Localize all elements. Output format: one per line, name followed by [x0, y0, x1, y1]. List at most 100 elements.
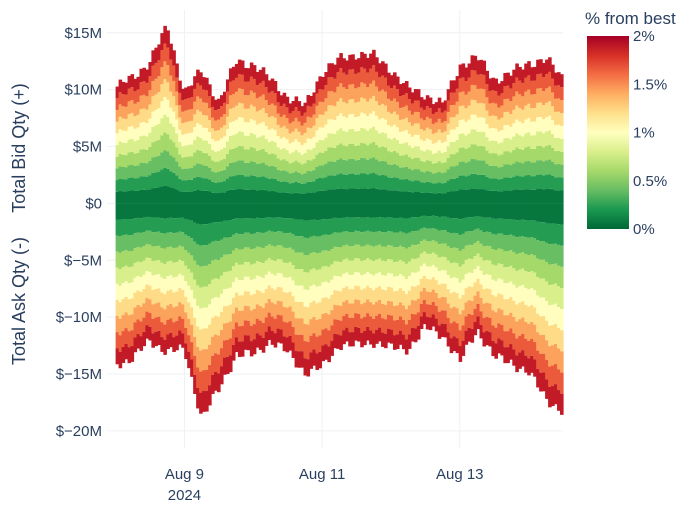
- bid-depth-band: [372, 141, 376, 158]
- bid-depth-band: [127, 75, 132, 89]
- bid-depth-band: [467, 77, 472, 92]
- bid-depth-band: [214, 130, 218, 142]
- bid-depth-band: [234, 119, 239, 134]
- bid-depth-band: [437, 161, 442, 172]
- ask-depth-band: [172, 262, 176, 278]
- ask-depth-band: [357, 272, 361, 287]
- bid-depth-band: [437, 108, 442, 119]
- ask-depth-band: [419, 241, 424, 254]
- bid-depth-band: [536, 88, 540, 103]
- ask-depth-band: [464, 231, 469, 246]
- bid-depth-band: [461, 147, 466, 162]
- ask-depth-band: [360, 332, 364, 348]
- ask-depth-band: [136, 319, 141, 335]
- ask-depth-band: [252, 339, 257, 355]
- depth-column: [401, 83, 406, 350]
- ask-depth-band: [410, 272, 415, 287]
- bid-depth-band: [252, 175, 257, 190]
- depth-column: [348, 54, 352, 347]
- bid-depth-band: [524, 175, 528, 190]
- ask-depth-band: [369, 288, 373, 303]
- bid-depth-band: [387, 124, 391, 139]
- bid-depth-band: [142, 162, 147, 177]
- ask-depth-band: [437, 325, 442, 339]
- bid-depth-band: [452, 92, 457, 105]
- bid-depth-band: [187, 179, 191, 192]
- bid-depth-band: [273, 166, 278, 179]
- ask-depth-band: [148, 244, 152, 259]
- ask-depth-band: [354, 313, 358, 327]
- ask-depth-band: [497, 323, 501, 339]
- bid-depth-band: [354, 88, 358, 103]
- ask-depth-band: [434, 292, 439, 306]
- ask-depth-band: [354, 326, 358, 341]
- ask-depth-band: [300, 285, 305, 302]
- ask-depth-band: [488, 217, 493, 233]
- bid-depth-band: [124, 143, 129, 156]
- bid-depth-band: [273, 154, 278, 167]
- ask-depth-band: [390, 301, 394, 316]
- depth-column: [392, 72, 397, 350]
- bid-depth-band: [291, 111, 296, 122]
- bid-depth-band: [288, 123, 293, 134]
- bid-depth-band: [255, 124, 260, 138]
- bid-depth-band: [476, 189, 481, 204]
- ask-depth-band: [130, 235, 135, 251]
- bid-depth-band: [419, 150, 424, 161]
- ask-depth-band: [494, 234, 498, 251]
- bid-depth-band: [124, 118, 129, 131]
- bid-depth-band: [136, 152, 141, 166]
- bid-depth-band: [479, 59, 484, 75]
- bid-depth-band: [318, 139, 323, 153]
- bid-depth-band: [443, 172, 448, 183]
- bid-depth-band: [300, 164, 305, 175]
- ask-depth-band: [267, 271, 272, 286]
- ask-depth-band: [222, 220, 227, 238]
- bid-depth-band: [169, 107, 173, 124]
- depth-column: [378, 63, 382, 342]
- bid-depth-band: [431, 153, 436, 164]
- bid-depth-band: [419, 118, 424, 130]
- ask-depth-band: [273, 304, 278, 319]
- ask-depth-band: [425, 316, 430, 330]
- ask-depth-band: [539, 316, 543, 336]
- bid-depth-band: [121, 142, 126, 155]
- bid-depth-band: [133, 128, 138, 142]
- colorbar: % from best 2%1.5%1%0.5%0%: [585, 9, 676, 238]
- bid-depth-band: [145, 163, 150, 177]
- ask-depth-band: [390, 329, 394, 344]
- y-tick-label: $0: [85, 195, 102, 212]
- bid-depth-band: [121, 154, 126, 167]
- depth-column: [413, 89, 418, 343]
- bid-depth-band: [231, 135, 236, 149]
- bid-depth-band: [372, 157, 376, 173]
- bid-depth-band: [533, 176, 537, 190]
- ask-depth-band: [446, 217, 451, 233]
- bid-depth-band: [255, 177, 260, 191]
- bid-depth-band: [437, 118, 442, 130]
- bid-depth-band: [464, 135, 469, 150]
- bid-depth-band: [521, 149, 525, 164]
- ask-depth-band: [139, 232, 144, 248]
- bid-depth-band: [536, 131, 540, 146]
- bid-depth-band: [545, 174, 549, 190]
- bid-depth-band: [234, 189, 239, 204]
- bid-depth-band: [527, 146, 531, 161]
- ask-depth-band: [381, 232, 385, 247]
- ask-depth-band: [437, 244, 442, 258]
- bid-depth-band: [351, 158, 355, 174]
- ask-depth-band: [279, 217, 284, 232]
- ask-depth-band: [404, 263, 409, 279]
- bid-depth-band: [169, 123, 173, 140]
- bid-depth-band: [509, 139, 513, 153]
- ask-depth-band: [539, 259, 543, 279]
- ask-depth-band: [285, 233, 290, 249]
- bid-depth-band: [500, 154, 504, 167]
- ask-depth-band: [267, 299, 272, 313]
- ask-depth-band: [404, 203, 409, 219]
- bid-depth-band: [175, 133, 179, 148]
- bid-depth-band: [551, 147, 555, 162]
- ask-depth-band: [318, 252, 323, 270]
- depth-column: [270, 78, 275, 345]
